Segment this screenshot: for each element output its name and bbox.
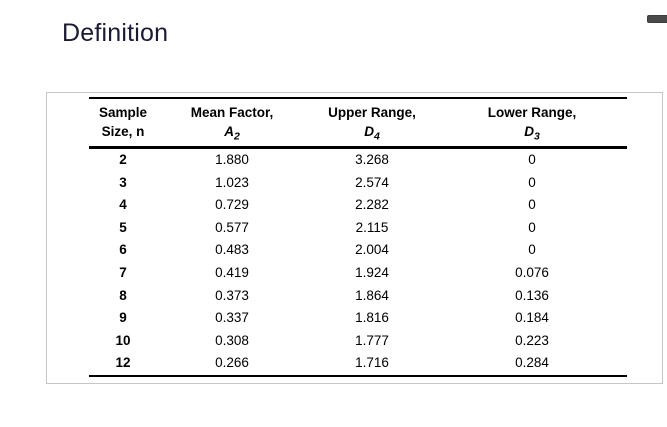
cell-mean-factor: 0.483 [215, 242, 249, 258]
cell-lower-range: 0 [528, 197, 536, 213]
cell-lower-range: 0.076 [515, 264, 549, 280]
cell-lower-range: 0 [528, 152, 536, 167]
table-row: 2 1.880 3.268 0 [89, 148, 627, 172]
subscript: 3 [533, 130, 540, 143]
header-row: Sample Size, n Mean Factor, A2 Upper Ran… [89, 98, 627, 149]
cell-sample-size: 3 [119, 174, 127, 190]
cell-mean-factor: 0.577 [215, 219, 249, 235]
column-header-lower-range: Lower Range, D3 [437, 98, 627, 149]
cell-upper-range: 1.777 [355, 332, 389, 348]
cell-lower-range: 0.136 [515, 287, 549, 303]
subscript: 2 [233, 130, 240, 143]
table-row: 9 0.337 1.816 0.184 [89, 307, 627, 330]
cell-upper-range: 1.864 [355, 287, 389, 303]
header-line: Size, n [101, 124, 145, 139]
cell-mean-factor: 0.337 [215, 310, 249, 326]
cell-lower-range: 0.184 [515, 310, 549, 326]
cell-sample-size: 12 [115, 355, 131, 371]
table-row: 3 1.023 2.574 0 [89, 172, 627, 195]
cell-sample-size: 5 [119, 219, 127, 235]
cell-upper-range: 2.574 [355, 174, 389, 190]
cell-upper-range: 2.115 [355, 219, 389, 235]
cell-sample-size: 2 [119, 152, 127, 167]
cell-sample-size: 7 [119, 264, 127, 280]
table-row: 12 0.266 1.716 0.284 [89, 352, 627, 376]
cell-upper-range: 2.004 [355, 242, 389, 258]
table-row: 6 0.483 2.004 0 [89, 239, 627, 262]
cell-mean-factor: 0.266 [215, 355, 249, 371]
cell-mean-factor: 0.373 [215, 287, 249, 303]
column-header-sample-size: Sample Size, n [89, 98, 157, 149]
table-row: 10 0.308 1.777 0.223 [89, 330, 627, 353]
table-row: 4 0.729 2.282 0 [89, 194, 627, 217]
cell-lower-range: 0.284 [515, 355, 549, 371]
cell-upper-range: 3.268 [355, 152, 389, 167]
symbol-D: D [364, 124, 374, 139]
cell-mean-factor: 0.308 [215, 332, 249, 348]
symbol-A: A [224, 124, 234, 139]
cell-mean-factor: 1.880 [215, 152, 249, 167]
cell-lower-range: 0 [528, 242, 536, 258]
symbol-D: D [524, 124, 534, 139]
scrollbar-thumb[interactable] [647, 15, 667, 23]
cell-sample-size: 9 [119, 310, 127, 326]
header-line: Upper Range, [328, 105, 416, 120]
control-chart-constants-table: Sample Size, n Mean Factor, A2 Upper Ran… [89, 97, 627, 377]
cell-upper-range: 2.282 [355, 197, 389, 213]
header-line: Lower Range, [487, 105, 577, 120]
table-row: 5 0.577 2.115 0 [89, 217, 627, 240]
cell-mean-factor: 1.023 [215, 174, 249, 190]
cell-lower-range: 0.223 [515, 332, 549, 348]
cell-sample-size: 10 [115, 332, 131, 348]
cell-lower-range: 0 [528, 174, 536, 190]
slide-title: Definition [62, 19, 169, 47]
header-line: Mean Factor, [190, 105, 274, 120]
subscript: 4 [373, 130, 380, 143]
header-line: Sample [98, 105, 148, 120]
cell-sample-size: 4 [119, 197, 127, 213]
cell-upper-range: 1.816 [355, 310, 389, 326]
table-row: 7 0.419 1.924 0.076 [89, 262, 627, 285]
cell-upper-range: 1.924 [355, 264, 389, 280]
cell-upper-range: 1.716 [355, 355, 389, 371]
table-panel: Sample Size, n Mean Factor, A2 Upper Ran… [46, 92, 663, 384]
cell-sample-size: 8 [119, 287, 127, 303]
cell-mean-factor: 0.419 [215, 264, 249, 280]
cell-sample-size: 6 [119, 242, 127, 258]
table-row: 8 0.373 1.864 0.136 [89, 285, 627, 308]
cell-lower-range: 0 [528, 219, 536, 235]
column-header-upper-range: Upper Range, D4 [307, 98, 437, 149]
column-header-mean-factor: Mean Factor, A2 [157, 98, 307, 149]
cell-mean-factor: 0.729 [215, 197, 249, 213]
